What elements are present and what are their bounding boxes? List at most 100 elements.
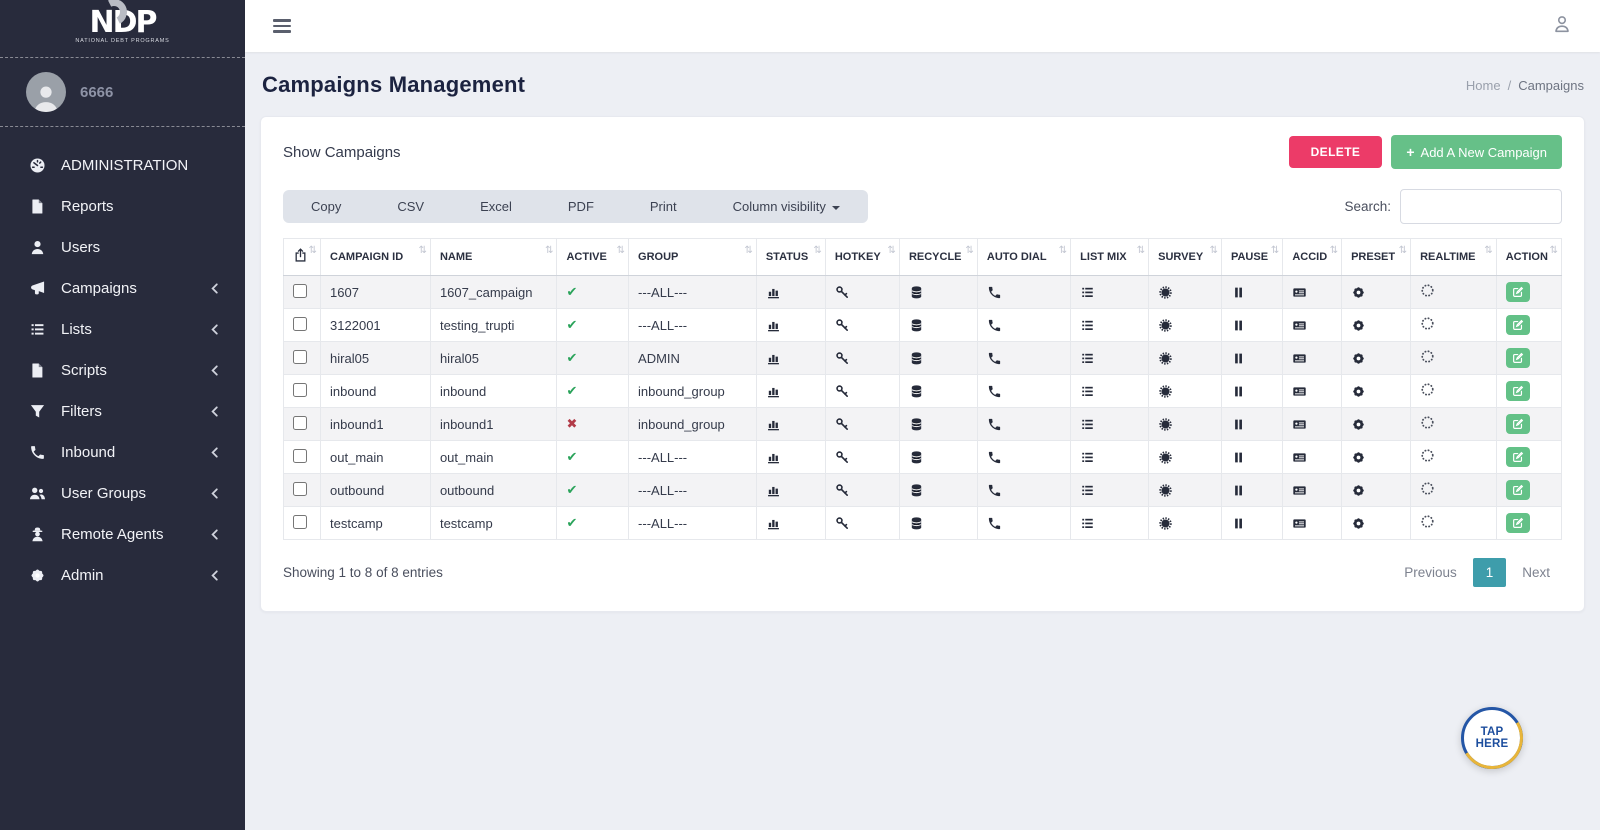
edit-action-button[interactable] [1506,414,1530,434]
sidebar-item-lists[interactable]: Lists [0,309,245,350]
delete-button[interactable]: DELETE [1289,136,1383,168]
list-mix-link[interactable] [1071,408,1149,441]
col-select[interactable]: ⇅ [284,239,321,276]
col-name[interactable]: NAME⇅ [430,239,557,276]
hotkey-link[interactable] [825,474,899,507]
col-list-mix[interactable]: LIST MIX⇅ [1071,239,1149,276]
sidebar-item-administration[interactable]: ADMINISTRATION [0,145,245,186]
accid-link[interactable] [1283,375,1342,408]
next-page-button[interactable]: Next [1510,558,1562,587]
sidebar-item-inbound[interactable]: Inbound [0,432,245,473]
previous-page-button[interactable]: Previous [1392,558,1469,587]
col-recycle[interactable]: RECYCLE⇅ [899,239,977,276]
edit-action-button[interactable] [1506,447,1530,467]
print-button[interactable]: Print [622,190,705,223]
accid-link[interactable] [1283,276,1342,309]
survey-link[interactable] [1149,342,1222,375]
recycle-link[interactable] [899,342,977,375]
preset-link[interactable] [1342,441,1411,474]
edit-action-button[interactable] [1506,513,1530,533]
recycle-link[interactable] [899,309,977,342]
recycle-link[interactable] [899,408,977,441]
hotkey-link[interactable] [825,507,899,540]
survey-link[interactable] [1149,474,1222,507]
list-mix-link[interactable] [1071,309,1149,342]
avatar[interactable] [26,72,66,112]
list-mix-link[interactable] [1071,507,1149,540]
copy-button[interactable]: Copy [283,190,369,223]
preset-link[interactable] [1342,342,1411,375]
preset-link[interactable] [1342,309,1411,342]
pause-link[interactable] [1221,507,1282,540]
realtime-link[interactable] [1411,309,1497,342]
page-1-button[interactable]: 1 [1473,558,1507,587]
accid-link[interactable] [1283,507,1342,540]
col-hotkey[interactable]: HOTKEY⇅ [825,239,899,276]
tap-here-badge[interactable]: TAP HERE [1461,707,1523,769]
col-action[interactable]: ACTION⇅ [1496,239,1561,276]
col-realtime[interactable]: REALTIME⇅ [1411,239,1497,276]
hotkey-link[interactable] [825,342,899,375]
row-checkbox[interactable] [293,284,307,298]
list-mix-link[interactable] [1071,375,1149,408]
list-mix-link[interactable] [1071,342,1149,375]
sidebar-item-filters[interactable]: Filters [0,391,245,432]
pause-link[interactable] [1221,342,1282,375]
accid-link[interactable] [1283,474,1342,507]
realtime-link[interactable] [1411,408,1497,441]
survey-link[interactable] [1149,375,1222,408]
row-checkbox[interactable] [293,515,307,529]
status-link[interactable] [756,276,825,309]
row-checkbox[interactable] [293,449,307,463]
survey-link[interactable] [1149,408,1222,441]
recycle-link[interactable] [899,375,977,408]
pause-link[interactable] [1221,408,1282,441]
col-campaign-id[interactable]: CAMPAIGN ID⇅ [321,239,431,276]
survey-link[interactable] [1149,276,1222,309]
recycle-link[interactable] [899,507,977,540]
realtime-link[interactable] [1411,507,1497,540]
auto-dial-link[interactable] [977,474,1070,507]
col-pause[interactable]: PAUSE⇅ [1221,239,1282,276]
recycle-link[interactable] [899,441,977,474]
auto-dial-link[interactable] [977,441,1070,474]
survey-link[interactable] [1149,441,1222,474]
search-input[interactable] [1400,189,1562,224]
row-checkbox[interactable] [293,416,307,430]
hotkey-link[interactable] [825,309,899,342]
col-status[interactable]: STATUS⇅ [756,239,825,276]
hotkey-link[interactable] [825,441,899,474]
accid-link[interactable] [1283,309,1342,342]
realtime-link[interactable] [1411,276,1497,309]
row-checkbox[interactable] [293,482,307,496]
row-checkbox[interactable] [293,383,307,397]
pause-link[interactable] [1221,309,1282,342]
survey-link[interactable] [1149,507,1222,540]
accid-link[interactable] [1283,408,1342,441]
topbar-user-icon[interactable] [1552,14,1572,39]
edit-action-button[interactable] [1506,381,1530,401]
status-link[interactable] [756,309,825,342]
status-link[interactable] [756,474,825,507]
status-link[interactable] [756,342,825,375]
accid-link[interactable] [1283,441,1342,474]
col-survey[interactable]: SURVEY⇅ [1149,239,1222,276]
auto-dial-link[interactable] [977,507,1070,540]
edit-action-button[interactable] [1506,348,1530,368]
preset-link[interactable] [1342,375,1411,408]
breadcrumb-home-link[interactable]: Home [1466,78,1501,93]
hamburger-menu-icon[interactable] [273,16,291,36]
list-mix-link[interactable] [1071,441,1149,474]
sidebar-item-admin[interactable]: Admin [0,555,245,596]
preset-link[interactable] [1342,276,1411,309]
realtime-link[interactable] [1411,342,1497,375]
status-link[interactable] [756,507,825,540]
sidebar-item-remote-agents[interactable]: Remote Agents [0,514,245,555]
col-active[interactable]: ACTIVE⇅ [557,239,629,276]
survey-link[interactable] [1149,309,1222,342]
list-mix-link[interactable] [1071,474,1149,507]
auto-dial-link[interactable] [977,309,1070,342]
realtime-link[interactable] [1411,375,1497,408]
pdf-button[interactable]: PDF [540,190,622,223]
row-checkbox[interactable] [293,317,307,331]
